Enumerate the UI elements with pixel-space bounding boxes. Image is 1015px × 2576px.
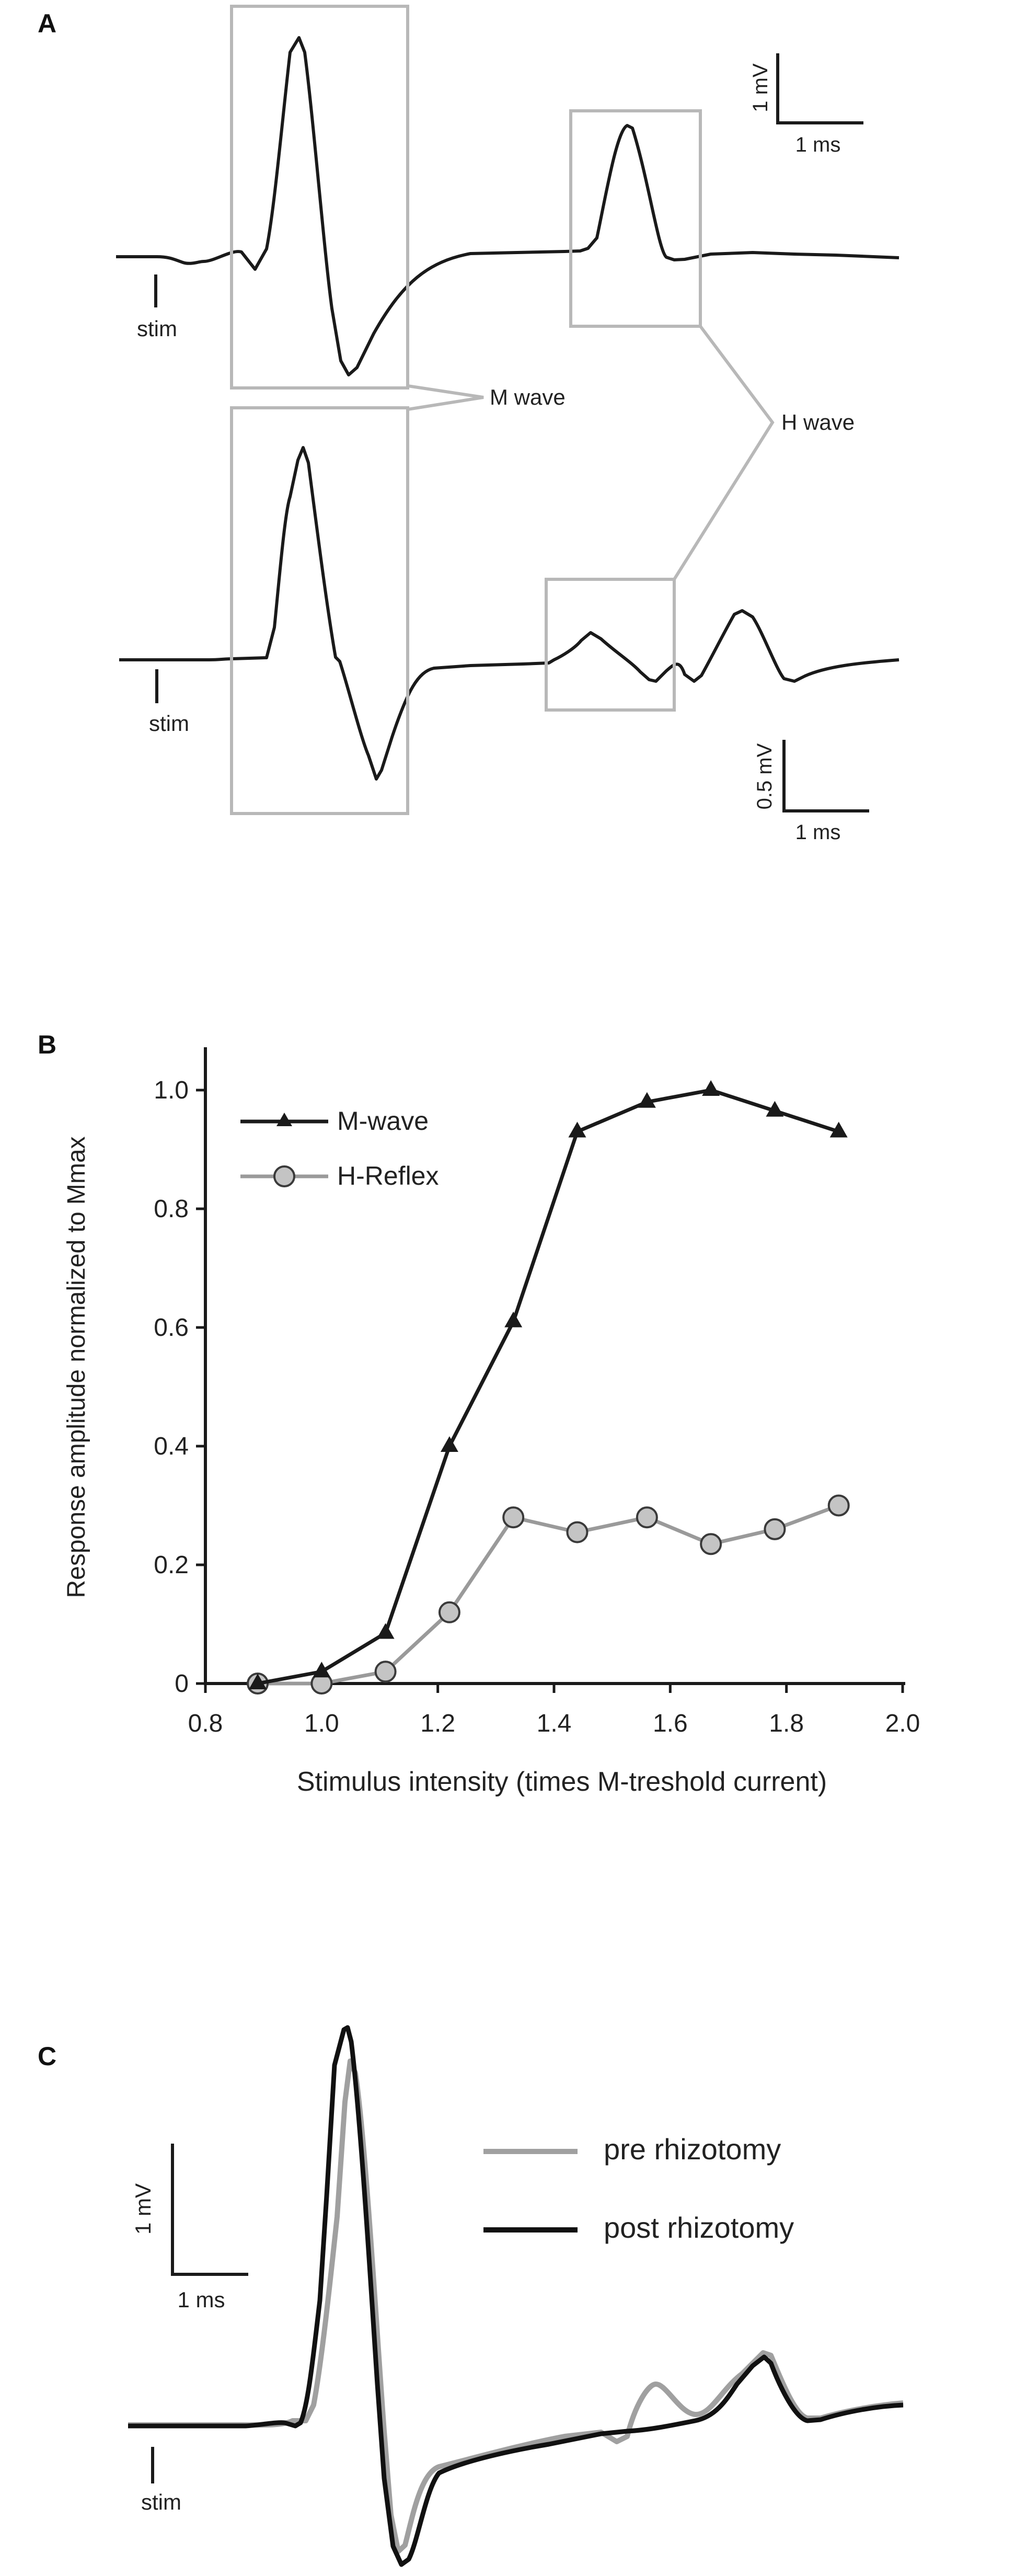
m-wave-point [504,1311,523,1327]
y-axis-label: Response amplitude normalized to Mmax [63,1136,90,1598]
m-wave-point [766,1101,784,1117]
m-wave-point [829,1121,848,1138]
x-tick-label: 0.8 [188,1710,223,1737]
scale-a-bottom-x-label: 1 ms [795,821,841,844]
legend-h-label: H-Reflex [337,1161,439,1190]
panel-c: C stim 1 mV 1 ms pre rhizotomy post rhiz… [38,2025,904,2567]
scale-c-y-label: 1 mV [131,2183,155,2235]
scale-bar-a-bottom [782,740,869,812]
x-ticks: 0.8 1.0 1.2 1.4 1.6 1.8 2.0 [188,1684,920,1737]
trace-a-bottom [119,446,899,781]
y-tick-label: 1.0 [154,1077,189,1104]
m-wave-label: M wave [490,385,566,409]
y-tick-label: 0.8 [154,1195,189,1223]
m-wave-box-bottom [230,406,409,815]
h-reflex-point [438,1601,460,1623]
m-wave-point [440,1436,458,1452]
panel-a-label: A [38,9,56,38]
x-tick-label: 1.6 [653,1710,688,1737]
h-wave-connector [673,325,775,580]
y-tick-label: 0.6 [154,1314,189,1342]
trace-c-pre [128,2058,904,2554]
h-wave-label: H wave [781,410,855,434]
x-tick-label: 1.2 [420,1710,455,1737]
legend-h-marker [273,1165,295,1187]
panel-a: A M wave H wave stim stim 1 mV 1 ms 0.5 … [38,5,899,844]
panel-c-label: C [38,2042,56,2071]
x-tick-label: 1.4 [537,1710,572,1737]
h-reflex-point [700,1533,722,1555]
legend-m-marker [276,1113,292,1126]
h-reflex-point [827,1494,850,1517]
y-tick-label: 0.4 [154,1433,189,1460]
legend: M-wave H-Reflex [240,1106,439,1190]
legend-m-label: M-wave [337,1106,429,1136]
legend-post-label: post rhizotomy [604,2211,794,2244]
x-tick-label: 2.0 [885,1710,920,1737]
m-wave-point [568,1121,586,1138]
m-wave-point [638,1092,656,1108]
y-ticks: 0 0.2 0.4 0.6 0.8 1.0 [154,1077,205,1698]
trace-a-top [116,36,899,376]
legend-pre-label: pre rhizotomy [604,2133,781,2166]
scale-bar-a-top [776,53,863,124]
m-wave-point [376,1623,395,1639]
scale-bar-c [171,2144,248,2276]
trace-c-post [128,2025,904,2567]
scale-a-top-x-label: 1 ms [795,133,841,156]
h-wave-box-bottom [545,578,676,712]
m-wave-point [702,1080,720,1096]
m-wave-connector [407,384,484,411]
h-reflex-line [258,1504,839,1686]
h-reflex-point [566,1521,589,1543]
panel-b: B 0 0.2 0.4 0.6 0.8 1.0 0.8 1.0 1.2 1.4 1.6 1.8 2.0… [38,1030,920,1797]
h-reflex-point [636,1506,658,1529]
y-tick-label: 0 [175,1670,189,1698]
scale-c-x-label: 1 ms [177,2287,225,2312]
stim-label-top: stim [137,316,177,341]
m-wave-point [249,1674,267,1689]
y-tick-label: 0.2 [154,1551,189,1579]
h-reflex-point [374,1661,397,1683]
m-wave-box-top [230,5,409,390]
panel-b-label: B [38,1030,56,1059]
x-axis-label: Stimulus intensity (times M-treshold cur… [297,1767,827,1797]
scale-a-top-y-label: 1 mV [749,63,772,112]
legend-c: pre rhizotomy post rhizotomy [483,2133,794,2244]
scale-a-bottom-y-label: 0.5 mV [753,743,776,809]
h-wave-box-top [569,109,702,328]
chart-series [247,1080,850,1695]
x-tick-label: 1.0 [304,1710,339,1737]
x-tick-label: 1.8 [769,1710,804,1737]
stim-label-c: stim [141,2490,181,2514]
stim-label-bottom: stim [149,711,189,736]
m-wave-line [257,1088,839,1686]
m-wave-point [313,1662,331,1678]
h-reflex-point [502,1506,525,1529]
h-reflex-point [764,1518,786,1540]
